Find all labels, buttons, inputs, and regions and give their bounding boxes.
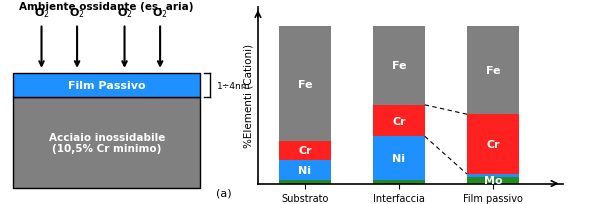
Bar: [467, 174, 519, 177]
Text: Ni: Ni: [298, 165, 311, 175]
Bar: [279, 160, 331, 181]
Bar: [467, 177, 519, 184]
Y-axis label: %Elementi (Cationi): %Elementi (Cationi): [244, 44, 254, 148]
Text: Fe: Fe: [486, 66, 500, 76]
Text: O$_2$: O$_2$: [69, 7, 85, 20]
Text: Fe: Fe: [391, 61, 406, 71]
Bar: [467, 27, 519, 115]
Text: Fe: Fe: [298, 79, 312, 89]
Text: Mo: Mo: [483, 175, 502, 185]
Text: Cr: Cr: [486, 140, 500, 149]
Text: Ambiente ossidante (es. aria): Ambiente ossidante (es. aria): [20, 2, 194, 12]
Text: 1÷4nm: 1÷4nm: [217, 81, 250, 90]
Text: Acciaio inossidabile
(10,5% Cr minimo): Acciaio inossidabile (10,5% Cr minimo): [49, 132, 165, 154]
Text: O$_2$: O$_2$: [152, 7, 168, 20]
Bar: [373, 137, 425, 181]
Bar: [373, 27, 425, 105]
Bar: [467, 115, 519, 174]
Text: Film Passivo: Film Passivo: [68, 81, 145, 91]
Bar: [373, 105, 425, 137]
Text: Cr: Cr: [392, 116, 406, 126]
Text: Cr: Cr: [298, 146, 312, 156]
Text: O$_2$: O$_2$: [117, 7, 132, 20]
Bar: [279, 27, 331, 141]
Text: (a): (a): [216, 188, 232, 198]
Bar: [279, 181, 331, 184]
Bar: [373, 181, 425, 184]
Bar: [13, 73, 200, 98]
Bar: [279, 141, 331, 160]
Text: O$_2$: O$_2$: [34, 7, 49, 20]
Text: Ni: Ni: [393, 154, 406, 164]
Bar: [13, 98, 200, 188]
